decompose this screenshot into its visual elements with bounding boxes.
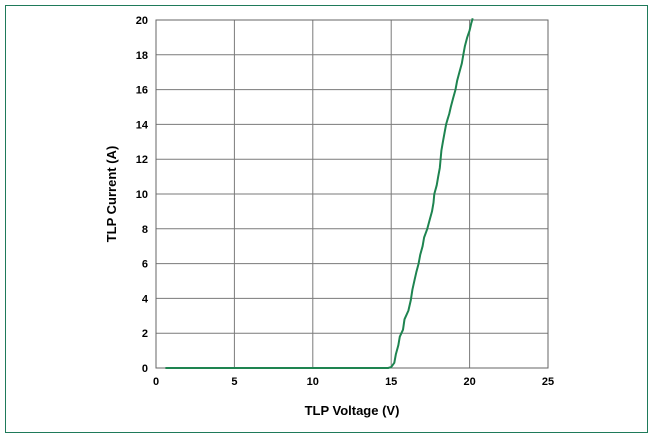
x-tick-label: 15: [385, 376, 397, 388]
y-tick-label: 12: [136, 154, 148, 166]
y-tick-label: 6: [142, 259, 148, 271]
y-tick-label: 18: [136, 50, 148, 62]
x-tick-label: 5: [231, 376, 237, 388]
y-tick-label: 14: [136, 119, 149, 131]
y-tick-label: 16: [136, 85, 148, 97]
y-tick-label: 10: [136, 189, 148, 201]
x-tick-label: 20: [463, 376, 475, 388]
x-tick-label: 0: [153, 376, 159, 388]
y-tick-labels: 0 2 4 6 8 10 12 14 16 18 20: [136, 15, 149, 375]
chart-frame: [5, 5, 648, 433]
y-tick-label: 20: [136, 15, 148, 27]
grid: [155, 19, 549, 369]
y-tick-label: 8: [142, 224, 148, 236]
y-tick-label: 4: [142, 293, 149, 305]
series-line: [165, 18, 474, 369]
y-tick-label: 0: [142, 363, 148, 375]
x-tick-label: 10: [307, 376, 319, 388]
x-axis-title: TLP Voltage (V): [305, 403, 400, 418]
y-tick-label: 2: [142, 328, 148, 340]
x-tick-labels: 0 5 10 15 20 25: [153, 376, 554, 388]
y-axis-title: TLP Current (A): [104, 146, 119, 243]
x-tick-label: 25: [542, 376, 554, 388]
